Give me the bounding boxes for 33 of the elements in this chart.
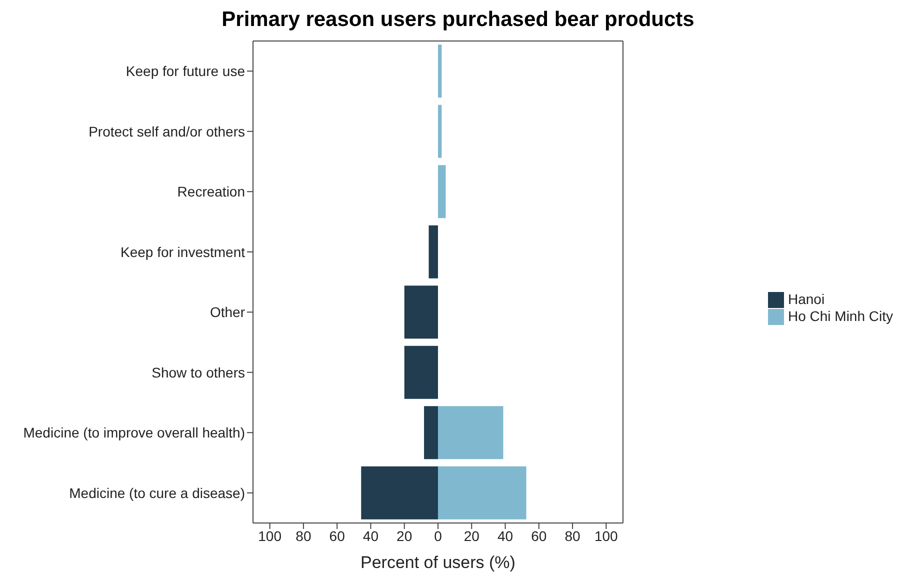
y-tick-label: Protect self and/or others [88,123,245,140]
bar [438,44,442,98]
x-tick-label: 60 [531,528,547,544]
bar [438,104,442,158]
y-tick-label: Other [210,304,246,320]
x-axis-title: Percent of users (%) [360,553,516,572]
y-tick-label: Medicine (to improve overall health) [23,424,245,441]
y-tick-label: Show to others [152,364,245,380]
x-tick-label: 100 [258,528,282,544]
legend-label: Ho Chi Minh City [788,308,893,324]
x-tick-label: 20 [464,528,480,544]
x-tick-label: 40 [497,528,514,544]
bar [404,286,438,339]
x-tick-label: 80 [296,528,312,544]
x-tick-label: 40 [362,528,379,544]
chart-title: Primary reason users purchased bear products [220,8,696,33]
x-tick-label: 100 [594,528,618,544]
x-tick-label: 0 [434,528,442,544]
bar [428,225,438,278]
y-tick-label: Recreation [177,184,245,200]
bar [404,346,438,399]
bar [361,466,438,520]
bar [424,406,438,460]
bar [438,406,504,460]
y-tick-label: Keep for future use [126,63,246,80]
y-tick-label: Medicine (to cure a disease) [69,484,245,501]
x-tick-label: 60 [329,528,346,544]
bar [438,466,526,520]
x-tick-label: 20 [396,528,412,544]
x-tick-label: 80 [564,528,581,544]
legend-label: Hanoi [788,290,825,307]
bar [438,165,446,218]
y-tick-label: Keep for investment [120,244,246,260]
